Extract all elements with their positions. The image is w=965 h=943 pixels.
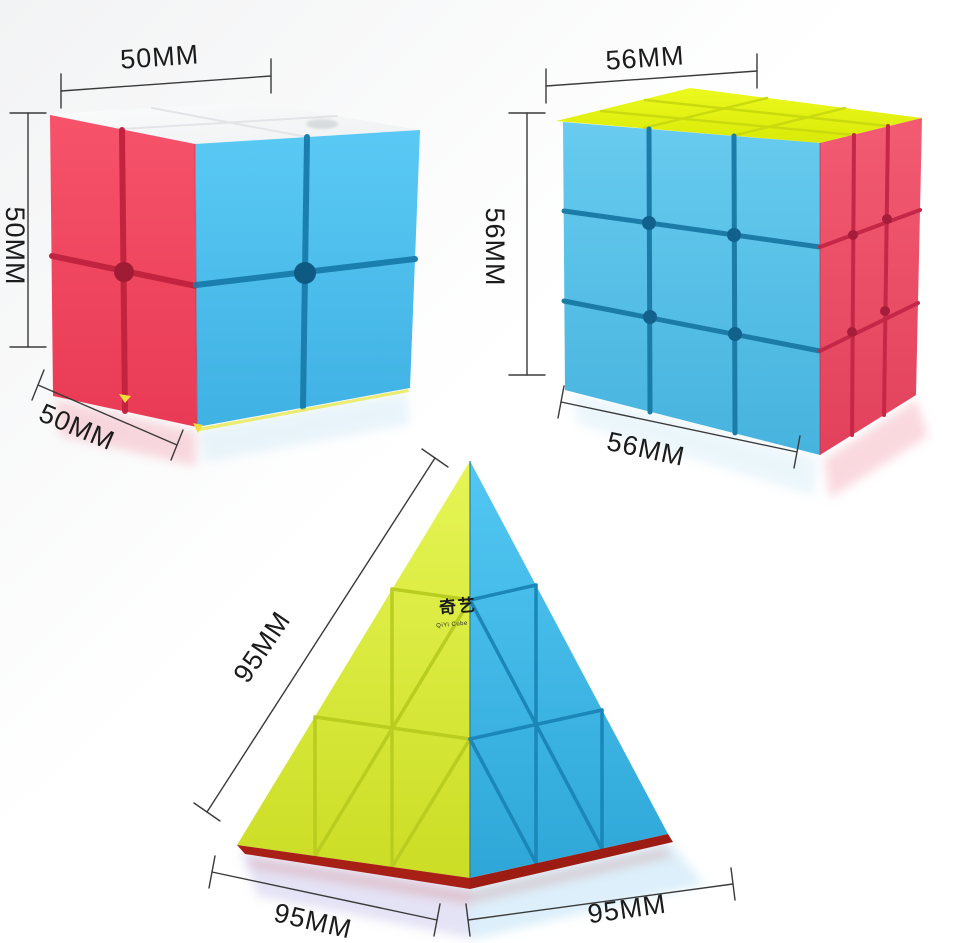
pyraminx-right-face-seams (468, 583, 604, 865)
dim-label-3x3-width: 56MM (605, 40, 686, 75)
dim-label-2x2-height: 50MM (0, 206, 30, 285)
pyraminx-base-right (470, 834, 673, 889)
cube-3x3-front-face-seams (561, 126, 823, 436)
qiyi-logo-en: QiYi Cube (436, 621, 468, 630)
cube-3x3 (556, 88, 922, 455)
cube-3x3-right-face-seams (818, 124, 922, 437)
qiyi-logo-cn: 奇艺 (438, 594, 478, 618)
dim-2x2-height: 50MM (0, 112, 47, 348)
pyraminx-right-face (470, 461, 668, 878)
pyraminx-left-face (237, 461, 470, 878)
dim-label-2x2-width: 50MM (119, 39, 200, 74)
dim-3x3-width: 56MM (545, 40, 758, 104)
dim-3x3-height: 56MM (480, 112, 546, 376)
pyraminx: 奇艺 QiYi Cube (237, 461, 673, 889)
cube-2x2-left-face-seams (49, 127, 199, 414)
dim-2x2-width: 50MM (60, 39, 272, 109)
pyraminx-base-left (237, 845, 470, 889)
pyraminx-reflection (240, 840, 704, 940)
cube-3x3-front-face (563, 122, 820, 455)
cube-3x3-right-face (820, 118, 922, 455)
cube-3x3-top-face (556, 88, 922, 143)
cube-2x2 (49, 102, 420, 433)
dim-label-3x3-height: 56MM (480, 207, 510, 286)
qiyi-logo-faint-icon (306, 119, 338, 129)
cube-2x2-reflection (56, 392, 410, 466)
cube-3x3-top-face-seams (599, 96, 890, 138)
cube-2x2-right-face-seams (193, 134, 418, 410)
cube-2x2-bottom-sliver (198, 389, 409, 431)
pyraminx-left-face-seams (313, 587, 472, 869)
